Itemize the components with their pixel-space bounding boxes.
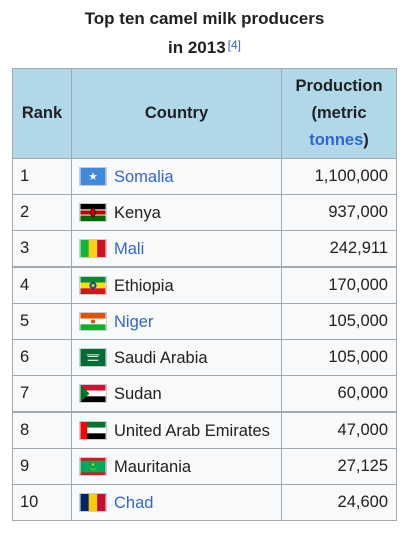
country-name: Ethiopia (114, 276, 174, 295)
table-row: 2 Kenya 937,000 (12, 194, 397, 231)
production-cell: 105,000 (281, 339, 397, 376)
country-cell: Mauritania (71, 448, 282, 485)
rank-cell: 6 (12, 339, 72, 376)
rank-cell: 7 (12, 375, 72, 413)
table-row: 8 United Arab Emirates 47,000 (12, 411, 397, 449)
production-header-close: ) (363, 131, 369, 149)
somalia-flag-icon (79, 166, 107, 186)
country-link[interactable]: Chad (114, 493, 154, 512)
production-cell: 27,125 (281, 448, 397, 485)
table-row: 10 Chad 24,600 (12, 484, 397, 521)
rank-cell: 3 (12, 230, 72, 268)
uae-flag-icon (79, 420, 107, 440)
rank-cell: 9 (12, 448, 72, 485)
mali-flag-icon (79, 238, 107, 258)
tonnes-link[interactable]: tonnes (309, 131, 364, 149)
rank-cell: 10 (12, 484, 72, 521)
sudan-flag-icon (79, 383, 107, 403)
table-row: 3 Mali 242,911 (12, 230, 397, 268)
country-header: Country (71, 68, 282, 159)
production-cell: 242,911 (281, 230, 397, 268)
country-cell: Ethiopia (71, 266, 282, 304)
country-name: Kenya (114, 203, 161, 222)
table-row: 4 Ethiopia 170,000 (12, 266, 397, 304)
caption-line-2: in 2013 [4] (0, 32, 409, 61)
country-cell: Mali (71, 230, 282, 268)
country-name: Saudi Arabia (114, 348, 208, 367)
country-cell: Sudan (71, 375, 282, 413)
kenya-flag-icon (79, 202, 107, 222)
country-link[interactable]: Mali (114, 239, 145, 258)
rank-cell: 2 (12, 194, 72, 231)
production-cell: 47,000 (281, 411, 397, 449)
table-row: 5 Niger 105,000 (12, 303, 397, 340)
country-link[interactable]: Niger (114, 312, 154, 331)
rank-header: Rank (12, 68, 72, 159)
niger-flag-icon (79, 311, 107, 331)
country-cell: Somalia (71, 158, 282, 195)
production-cell: 24,600 (281, 484, 397, 521)
production-cell: 170,000 (281, 266, 397, 304)
caption-year: in 2013 (168, 38, 226, 57)
production-header: Production (metric tonnes) (281, 68, 397, 159)
producers-table: Rank Country Production (metric tonnes) … (12, 68, 397, 521)
table-row: 6 Saudi Arabia 105,000 (12, 339, 397, 376)
rank-cell: 4 (12, 266, 72, 304)
country-cell: Saudi Arabia (71, 339, 282, 376)
ethiopia-flag-icon (79, 275, 107, 295)
rank-cell: 5 (12, 303, 72, 340)
production-cell: 60,000 (281, 375, 397, 413)
production-cell: 937,000 (281, 194, 397, 231)
caption-line-1: Top ten camel milk producers (84, 9, 325, 28)
country-link[interactable]: Somalia (114, 167, 174, 186)
country-cell: Niger (71, 303, 282, 340)
header-row: Rank Country Production (metric tonnes) (12, 68, 397, 159)
country-name: United Arab Emirates (114, 421, 270, 440)
country-cell: United Arab Emirates (71, 411, 282, 449)
production-cell: 1,100,000 (281, 158, 397, 195)
rank-cell: 1 (12, 158, 72, 195)
production-header-line2: (metric (311, 104, 367, 122)
country-cell: Kenya (71, 194, 282, 231)
table-caption: Top ten camel milk producers in 2013 [4] (0, 0, 409, 61)
reference-link[interactable]: [4] (227, 38, 241, 52)
saudi-arabia-flag-icon (79, 347, 107, 367)
table-row: 1 Somalia 1,100,000 (12, 158, 397, 195)
mauritania-flag-icon (79, 456, 107, 476)
rank-cell: 8 (12, 411, 72, 449)
country-cell: Chad (71, 484, 282, 521)
table-row: 9 Mauritania 27,125 (12, 448, 397, 485)
country-name: Mauritania (114, 457, 192, 476)
production-cell: 105,000 (281, 303, 397, 340)
production-header-line1: Production (295, 77, 383, 95)
country-name: Sudan (114, 384, 162, 403)
chad-flag-icon (79, 492, 107, 512)
table-row: 7 Sudan 60,000 (12, 375, 397, 413)
